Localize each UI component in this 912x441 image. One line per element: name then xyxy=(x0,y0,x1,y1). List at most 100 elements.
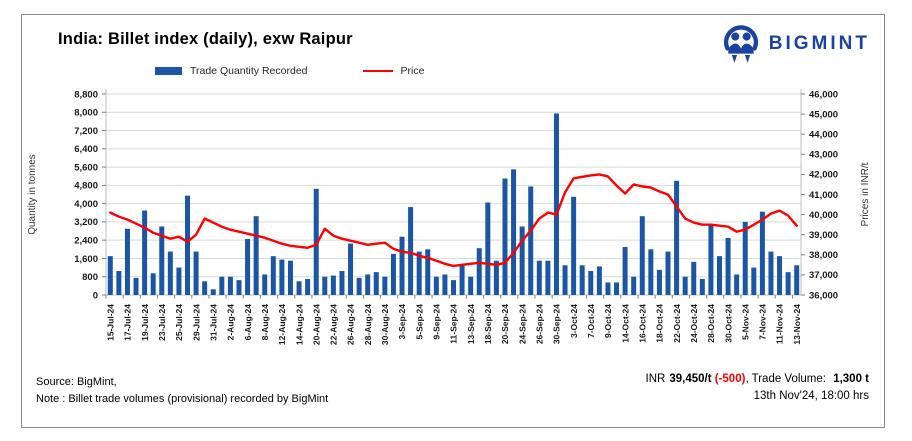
svg-text:11-Nov-24: 11-Nov-24 xyxy=(775,304,785,344)
svg-text:13-Sep-24: 13-Sep-24 xyxy=(466,304,476,344)
chart-canvas: 0 800 1,600 2,400 3,200 4,000 4,800 5,600 6,400 7… xyxy=(27,89,871,345)
svg-text:4,000: 4,000 xyxy=(74,199,98,210)
svg-text:36,000: 36,000 xyxy=(809,290,838,301)
billet-index-chart: 0 800 1,600 2,400 3,200 4,000 4,800 5,600 6,400 7… xyxy=(22,85,882,375)
source-note: Source: BigMint, Note : Billet trade vol… xyxy=(36,374,328,408)
svg-text:5-Nov-24: 5-Nov-24 xyxy=(740,304,750,340)
svg-text:14-Oct-24: 14-Oct-24 xyxy=(620,304,630,343)
trade-volume-label: , Trade Volume: xyxy=(745,373,826,385)
price-line xyxy=(109,173,798,268)
svg-text:9-Oct-24: 9-Oct-24 xyxy=(603,304,613,338)
legend-item-trade-quantity: Trade Quantity Recorded xyxy=(155,65,308,77)
svg-text:6,400: 6,400 xyxy=(74,144,98,155)
svg-text:8,000: 8,000 xyxy=(74,108,98,119)
svg-text:29-Jul-24: 29-Jul-24 xyxy=(191,304,201,341)
svg-text:5,600: 5,600 xyxy=(74,162,98,173)
axes xyxy=(105,89,802,296)
svg-text:0: 0 xyxy=(93,290,98,301)
svg-text:26-Aug-24: 26-Aug-24 xyxy=(346,304,356,345)
svg-text:4,800: 4,800 xyxy=(74,181,98,192)
svg-text:22-Aug-24: 22-Aug-24 xyxy=(329,304,339,345)
svg-text:800: 800 xyxy=(82,272,98,283)
svg-text:7-Oct-24: 7-Oct-24 xyxy=(586,304,596,338)
svg-text:11-Sep-24: 11-Sep-24 xyxy=(449,304,459,344)
source-line: Source: BigMint, xyxy=(36,376,117,388)
svg-text:17-Jul-24: 17-Jul-24 xyxy=(123,304,133,341)
svg-text:2,400: 2,400 xyxy=(74,235,98,246)
report-frame: India: Billet index (daily), exw Raipur … xyxy=(21,14,885,428)
svg-text:45,000: 45,000 xyxy=(809,109,838,120)
svg-text:28-Aug-24: 28-Aug-24 xyxy=(363,304,373,345)
svg-text:1,600: 1,600 xyxy=(74,254,98,265)
svg-text:24-Oct-24: 24-Oct-24 xyxy=(689,304,699,343)
note-line: Note : Billet trade volumes (provisional… xyxy=(36,393,329,406)
svg-text:46,000: 46,000 xyxy=(809,89,838,100)
price-value: 39,450/t xyxy=(669,373,712,385)
svg-text:14-Aug-24: 14-Aug-24 xyxy=(294,304,304,345)
y-right-tick-labels: 36,000 37,000 38,000 39,000 40,000 41,000 42,0… xyxy=(801,89,838,301)
bigmint-logo: BIGMINT xyxy=(720,23,870,65)
line-series-swatch xyxy=(362,69,393,73)
svg-text:13-Nov-24: 13-Nov-24 xyxy=(792,304,802,345)
y-left-axis-title: Quantity in tonnes xyxy=(27,154,38,235)
latest-price-summary: INR 39,450/t (-500), Trade Volume: 1,300 … xyxy=(646,371,869,406)
svg-text:38,000: 38,000 xyxy=(809,250,838,261)
svg-text:12-Aug-24: 12-Aug-24 xyxy=(277,304,287,345)
trade-volume-value: 1,300 t xyxy=(833,373,869,385)
svg-text:9-Sep-24: 9-Sep-24 xyxy=(432,304,442,340)
bar-series-swatch xyxy=(155,67,182,75)
chart-legend: Trade Quantity Recorded Price xyxy=(155,65,424,77)
svg-text:20-Sep-24: 20-Sep-24 xyxy=(500,304,510,344)
svg-text:19-Jul-24: 19-Jul-24 xyxy=(140,304,150,341)
svg-text:40,000: 40,000 xyxy=(809,210,838,221)
timestamp: 13th Nov'24, 18:00 hrs xyxy=(753,390,869,403)
legend-label-trade-quantity: Trade Quantity Recorded xyxy=(190,65,308,77)
svg-text:18-Sep-24: 18-Sep-24 xyxy=(483,304,493,344)
legend-item-price: Price xyxy=(362,65,425,77)
y-left-tick-labels: 0 800 1,600 2,400 3,200 4,000 4,800 5,600 6,400 7… xyxy=(74,89,106,301)
svg-text:3-Sep-24: 3-Sep-24 xyxy=(397,304,407,340)
svg-text:8,800: 8,800 xyxy=(74,89,98,100)
svg-text:41,000: 41,000 xyxy=(809,190,838,201)
svg-text:25-Jul-24: 25-Jul-24 xyxy=(174,304,184,341)
legend-label-price: Price xyxy=(400,65,425,77)
svg-text:44,000: 44,000 xyxy=(809,130,838,141)
svg-text:3,200: 3,200 xyxy=(74,217,98,228)
svg-text:23-Jul-24: 23-Jul-24 xyxy=(157,304,167,341)
svg-text:7-Nov-24: 7-Nov-24 xyxy=(758,304,768,340)
svg-text:30-Aug-24: 30-Aug-24 xyxy=(380,304,390,345)
svg-text:16-Oct-24: 16-Oct-24 xyxy=(637,304,647,343)
svg-text:39,000: 39,000 xyxy=(809,230,838,241)
svg-text:22-Oct-24: 22-Oct-24 xyxy=(672,304,682,343)
svg-text:18-Oct-24: 18-Oct-24 xyxy=(655,304,665,343)
svg-text:31-Jul-24: 31-Jul-24 xyxy=(208,304,218,341)
y-right-axis-title: Prices in INR/t xyxy=(860,162,871,226)
svg-text:28-Oct-24: 28-Oct-24 xyxy=(706,304,716,343)
svg-text:20-Aug-24: 20-Aug-24 xyxy=(311,304,321,345)
svg-text:43,000: 43,000 xyxy=(809,150,838,161)
svg-text:30-Sep-24: 30-Sep-24 xyxy=(552,304,562,344)
brand-text: BIGMINT xyxy=(768,33,870,54)
svg-text:30-Oct-24: 30-Oct-24 xyxy=(723,304,733,343)
x-axis-labels: 15-Jul-24 17-Jul-24 19-Jul-24 23-Jul-24 25-J… xyxy=(105,304,801,345)
chart-title: India: Billet index (daily), exw Raipur xyxy=(58,30,353,48)
trade-quantity-bars xyxy=(107,113,800,296)
svg-text:24-Sep-24: 24-Sep-24 xyxy=(517,304,527,344)
svg-text:37,000: 37,000 xyxy=(809,270,838,281)
svg-text:3-Oct-24: 3-Oct-24 xyxy=(569,304,579,338)
svg-text:7,200: 7,200 xyxy=(74,126,98,137)
x-axis-ticks xyxy=(105,295,793,299)
bigmint-logo-icon xyxy=(723,25,758,63)
price-change: (-500) xyxy=(714,373,746,385)
gridlines xyxy=(106,93,801,278)
svg-text:42,000: 42,000 xyxy=(809,170,838,181)
svg-text:15-Jul-24: 15-Jul-24 xyxy=(105,304,115,341)
price-line: INR 39,450/t (-500), Trade Volume: 1,300 … xyxy=(646,371,869,388)
svg-text:2-Aug-24: 2-Aug-24 xyxy=(226,304,236,341)
price-prefix: INR xyxy=(645,373,666,385)
svg-text:8-Aug-24: 8-Aug-24 xyxy=(260,304,270,341)
svg-text:5-Sep-24: 5-Sep-24 xyxy=(414,304,424,340)
svg-text:26-Sep-24: 26-Sep-24 xyxy=(535,304,545,344)
svg-text:6-Aug-24: 6-Aug-24 xyxy=(243,304,253,341)
